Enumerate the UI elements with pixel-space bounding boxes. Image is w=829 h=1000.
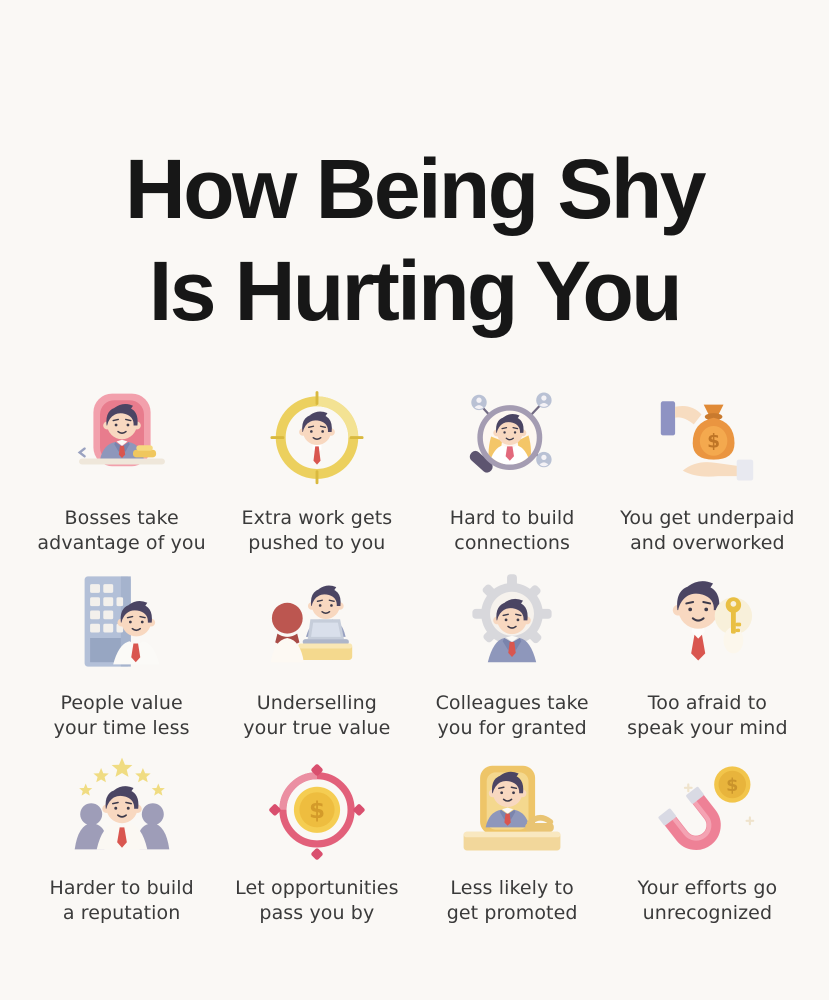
gear-person-icon xyxy=(417,570,608,684)
boss-chair-icon xyxy=(26,385,217,499)
item-caption: Bosses take advantage of you xyxy=(37,506,206,555)
page-title: How Being Shy Is Hurting You xyxy=(0,138,829,343)
item-caption: Colleagues take you for granted xyxy=(435,692,589,740)
item-caption: Too afraid to speak your mind xyxy=(627,692,788,740)
svg-text:$: $ xyxy=(727,776,739,796)
item-caption: Less likely to get promoted xyxy=(446,877,578,925)
grid-item-opportunities: $ Let opportunities pass you by xyxy=(221,755,412,926)
svg-text:$: $ xyxy=(309,798,325,824)
network-search-icon xyxy=(417,385,608,499)
grid-item-speak: Too afraid to speak your mind xyxy=(612,570,803,741)
item-caption: Underselling your true value xyxy=(243,692,391,740)
grid-item-underselling: Underselling your true value xyxy=(221,570,412,741)
grid-item-extra-work: Extra work gets pushed to you xyxy=(221,385,412,556)
grid-item-reputation: Harder to build a reputation xyxy=(26,755,217,926)
person-key-icon xyxy=(612,570,803,684)
desk-promotion-icon xyxy=(417,755,608,869)
title-line-2: Is Hurting You xyxy=(148,244,683,339)
item-caption: Harder to build a reputation xyxy=(49,877,194,925)
grid-item-time: People value your time less xyxy=(26,570,217,741)
target-focus-icon xyxy=(221,385,412,499)
item-caption: Your efforts go unrecognized xyxy=(637,877,778,925)
coin-target-icon: $ xyxy=(221,755,412,869)
svg-text:$: $ xyxy=(707,431,720,452)
grid-item-promoted: Less likely to get promoted xyxy=(417,755,608,926)
benefits-grid: Bosses take advantage of you Extra work … xyxy=(0,385,829,926)
item-caption: Let opportunities pass you by xyxy=(235,877,399,925)
item-caption: Extra work gets pushed to you xyxy=(241,506,393,555)
office-building-person-icon xyxy=(26,570,217,684)
item-caption: You get underpaid and overworked xyxy=(620,506,795,555)
stars-crowd-icon xyxy=(26,755,217,869)
grid-item-unrecognized: $ Your efforts go unrecognized xyxy=(612,755,803,926)
laptop-worker-icon xyxy=(221,570,412,684)
magnet-coin-icon: $ xyxy=(612,755,803,869)
grid-item-bosses: Bosses take advantage of you xyxy=(26,385,217,556)
grid-item-underpaid: $ You get underpaid and overworked xyxy=(612,385,803,556)
item-caption: Hard to build connections xyxy=(449,506,575,555)
money-bag-hand-icon: $ xyxy=(612,385,803,499)
grid-item-granted: Colleagues take you for granted xyxy=(417,570,608,741)
item-caption: People value your time less xyxy=(53,692,190,740)
grid-item-connections: Hard to build connections xyxy=(417,385,608,556)
title-line-1: How Being Shy xyxy=(125,142,706,236)
